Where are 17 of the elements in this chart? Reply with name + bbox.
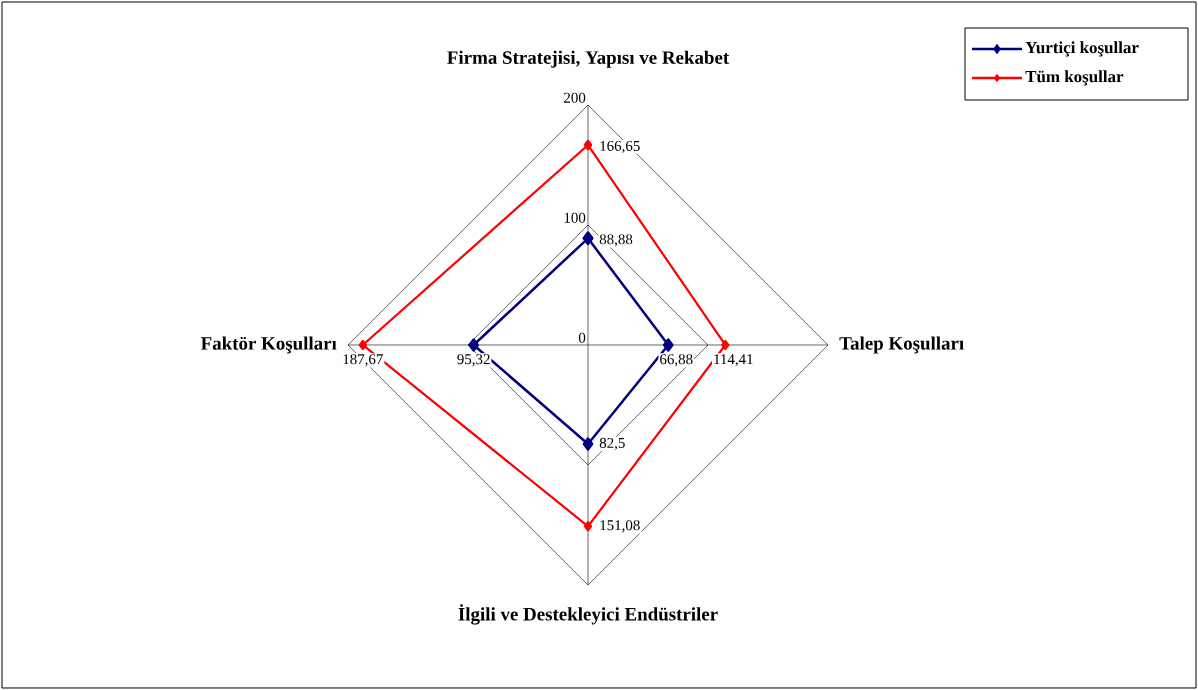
data-label: 166,65 [600,140,640,154]
spoke-label: Firma Stratejisi, Yapısı ve Rekabet [447,50,730,68]
y-tick-label: 200 [564,92,586,103]
data-label: 82,5 [599,437,625,451]
data-label: 114,41 [714,354,753,367]
data-label: 88,88 [599,234,633,247]
data-label: 66,88 [660,354,693,367]
legend-label: Yurtiçi koşullar [1025,41,1139,57]
data-label: 151,08 [600,520,640,533]
spoke-label: İlgili ve Destekleyici Endüstriler [458,604,718,625]
data-label: 187,67 [343,354,383,367]
legend-label: Tüm koşullar [1025,70,1124,86]
spoke-label: Talep Koşulları [839,336,964,354]
y-tick-label: 0 [578,332,586,343]
y-tick-label: 100 [564,212,586,223]
data-label: 95,32 [457,354,490,367]
spoke-label: Faktör Koşulları [200,336,337,354]
